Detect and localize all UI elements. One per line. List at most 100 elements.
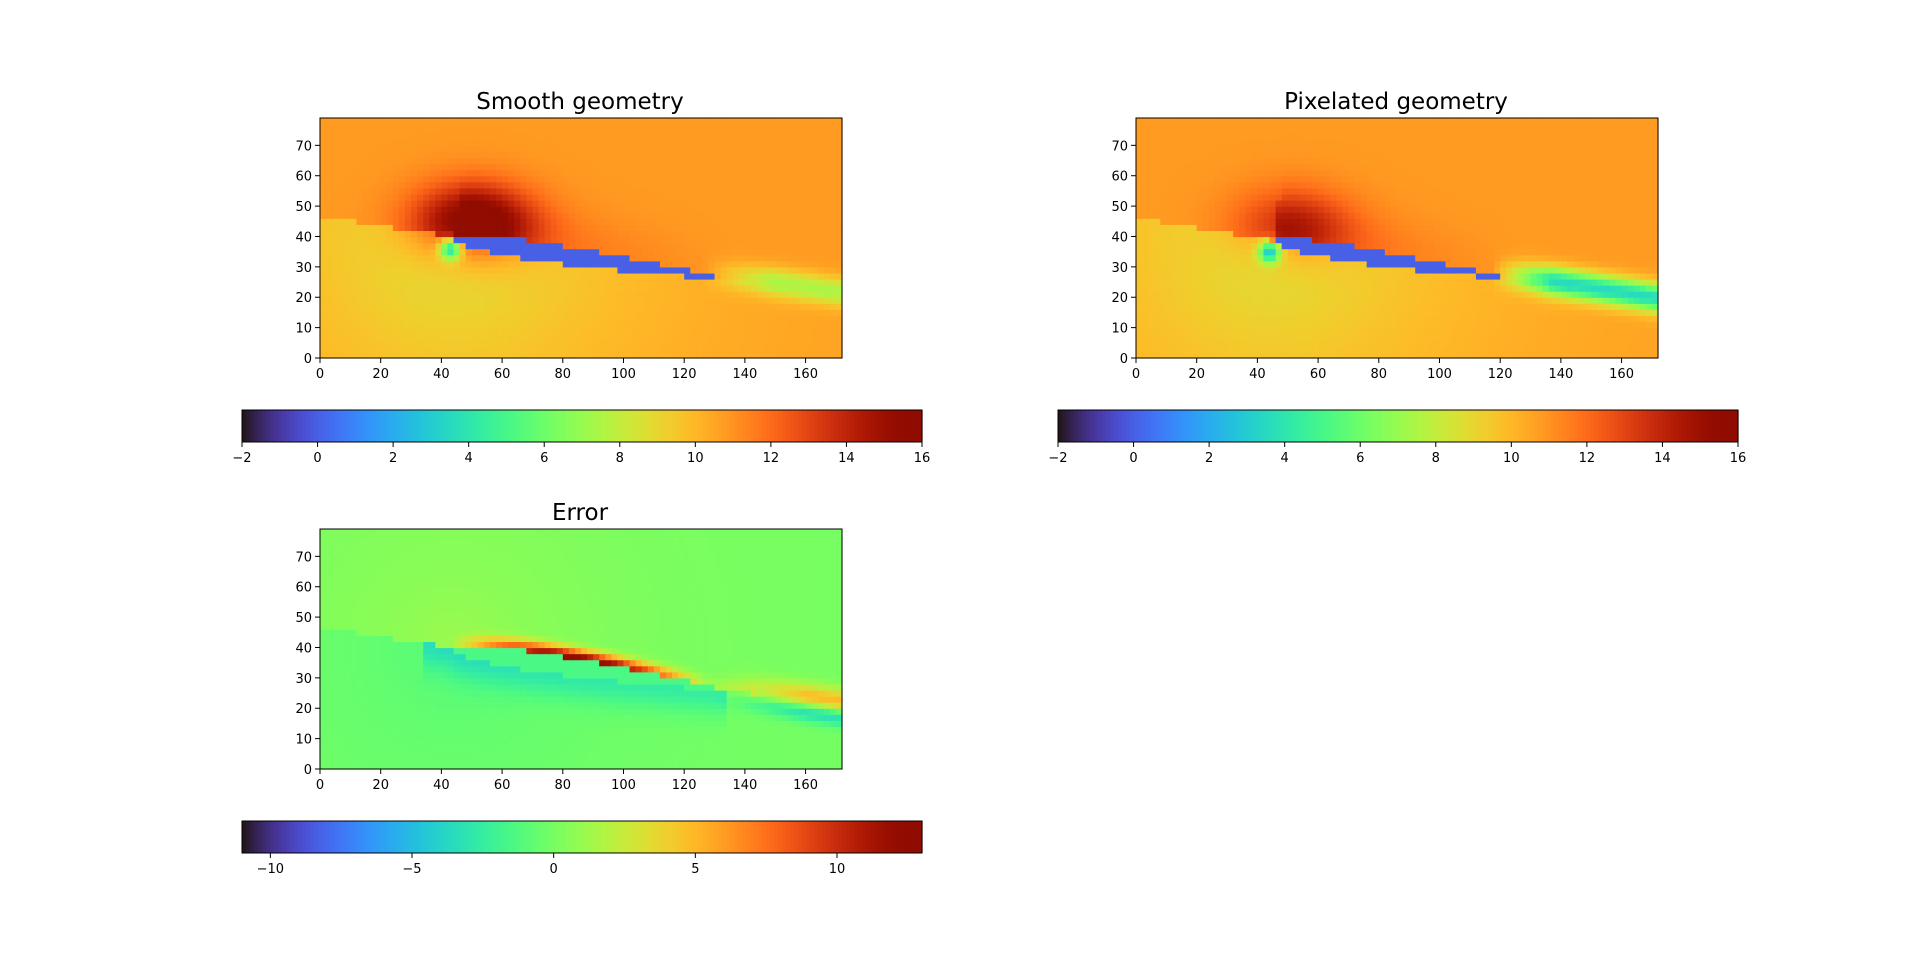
heatmap-cell bbox=[708, 121, 716, 128]
heatmap-cell bbox=[1330, 224, 1337, 232]
heatmap-cell bbox=[459, 212, 467, 219]
heatmap-cell bbox=[411, 118, 418, 122]
heatmap-cell bbox=[532, 260, 540, 268]
heatmap-cell bbox=[1196, 224, 1204, 232]
heatmap-cell bbox=[550, 254, 558, 262]
heatmap-cell bbox=[744, 260, 752, 268]
heatmap-cell bbox=[1184, 175, 1192, 183]
heatmap-cell bbox=[338, 200, 345, 207]
heatmap-cell bbox=[538, 297, 546, 304]
heatmap-cell bbox=[757, 242, 764, 250]
heatmap-cell bbox=[411, 163, 418, 171]
heatmap-cell bbox=[374, 121, 382, 128]
heatmap-cell bbox=[1148, 187, 1155, 195]
heatmap-cell bbox=[757, 145, 764, 153]
heatmap-cell bbox=[1202, 351, 1210, 359]
heatmap-cell bbox=[720, 187, 728, 195]
heatmap-cell bbox=[417, 279, 424, 286]
heatmap-cell bbox=[1208, 279, 1216, 286]
heatmap-cell bbox=[611, 133, 619, 140]
heatmap-cell bbox=[659, 139, 667, 146]
heatmap-cell bbox=[326, 212, 333, 219]
heatmap-cell bbox=[489, 145, 497, 153]
heatmap-cell bbox=[520, 303, 527, 310]
heatmap-cell bbox=[514, 193, 521, 201]
heatmap-cell bbox=[544, 242, 552, 250]
heatmap-cell bbox=[799, 242, 807, 250]
heatmap-cell bbox=[593, 121, 600, 128]
heatmap-cell bbox=[1293, 266, 1301, 274]
heatmap-cell bbox=[793, 118, 801, 122]
colorbar-segment bbox=[694, 410, 699, 442]
heatmap-cell bbox=[829, 230, 837, 238]
heatmap-cell bbox=[435, 279, 442, 286]
heatmap-cell bbox=[702, 212, 710, 219]
heatmap-cell bbox=[702, 121, 710, 128]
heatmap-cell bbox=[623, 193, 631, 201]
heatmap-cell bbox=[350, 303, 358, 310]
heatmap-cell bbox=[459, 327, 467, 335]
heatmap-cell bbox=[1251, 345, 1258, 353]
heatmap-cell bbox=[635, 291, 643, 298]
heatmap-cell bbox=[823, 187, 831, 195]
heatmap-cell bbox=[1178, 291, 1186, 298]
heatmap-cell bbox=[411, 187, 418, 195]
heatmap-cell bbox=[1142, 285, 1149, 292]
heatmap-cell bbox=[374, 163, 382, 171]
heatmap-cell bbox=[1214, 254, 1222, 262]
heatmap-cell bbox=[1160, 200, 1167, 207]
heatmap-cell bbox=[1318, 297, 1325, 304]
heatmap-cell bbox=[1166, 206, 1174, 213]
heatmap-cell bbox=[1299, 121, 1307, 128]
heatmap-cell bbox=[398, 297, 406, 304]
heatmap-cell bbox=[1312, 339, 1319, 347]
heatmap-cell bbox=[1305, 224, 1313, 232]
heatmap-cell bbox=[829, 169, 837, 177]
heatmap-cell bbox=[1178, 175, 1186, 183]
heatmap-cell bbox=[726, 260, 734, 268]
heatmap-cell bbox=[811, 163, 819, 171]
heatmap-cell bbox=[483, 285, 491, 292]
heatmap-cell bbox=[605, 121, 612, 128]
heatmap-cell bbox=[1148, 151, 1155, 159]
heatmap-cell bbox=[1142, 291, 1149, 298]
heatmap-cell bbox=[1263, 260, 1271, 268]
heatmap-cell bbox=[362, 151, 370, 159]
heatmap-cell bbox=[374, 157, 382, 165]
heatmap-cell bbox=[1312, 260, 1319, 268]
heatmap-cell bbox=[526, 351, 534, 359]
heatmap-cell bbox=[514, 118, 521, 122]
heatmap-cell bbox=[635, 151, 643, 159]
heatmap-cell bbox=[374, 309, 382, 317]
heatmap-cell bbox=[659, 151, 667, 159]
heatmap-cell bbox=[823, 121, 831, 128]
heatmap-cell bbox=[1136, 254, 1143, 262]
heatmap-cell bbox=[1172, 242, 1180, 250]
heatmap-cell bbox=[368, 218, 376, 225]
heatmap-cell bbox=[1142, 315, 1149, 323]
heatmap-cell bbox=[599, 333, 606, 341]
heatmap-cell bbox=[520, 242, 527, 250]
heatmap-cell bbox=[1257, 303, 1265, 310]
heatmap-cell bbox=[1208, 121, 1216, 128]
heatmap-cell bbox=[356, 118, 364, 122]
heatmap-cell bbox=[550, 242, 558, 250]
heatmap-cell bbox=[1251, 297, 1258, 304]
heatmap-cell bbox=[1172, 303, 1180, 310]
heatmap-cell bbox=[326, 224, 333, 232]
heatmap-cell bbox=[489, 193, 497, 201]
heatmap-cell bbox=[665, 127, 673, 134]
heatmap-cell bbox=[1148, 163, 1155, 171]
heatmap-cell bbox=[477, 339, 485, 347]
heatmap-cell bbox=[781, 254, 788, 262]
heatmap-cell bbox=[568, 327, 576, 335]
heatmap-cell bbox=[344, 139, 351, 146]
heatmap-cell bbox=[581, 175, 588, 183]
heatmap-cell bbox=[404, 339, 412, 347]
heatmap-cell bbox=[787, 206, 795, 213]
heatmap-cell bbox=[1208, 193, 1216, 201]
heatmap-cell bbox=[417, 254, 424, 262]
heatmap-cell bbox=[1154, 272, 1161, 280]
heatmap-cell bbox=[623, 206, 631, 213]
heatmap-cell bbox=[429, 333, 436, 341]
